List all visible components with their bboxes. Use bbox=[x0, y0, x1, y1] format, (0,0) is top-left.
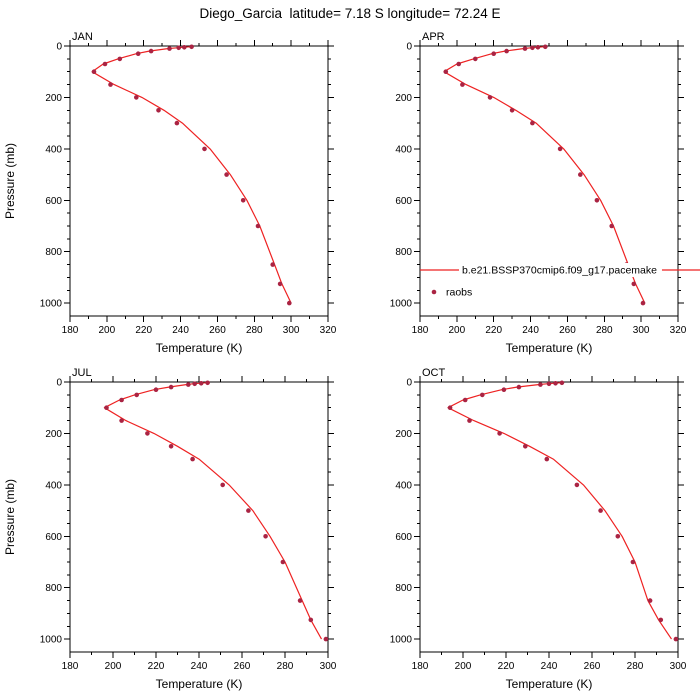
plot-frame bbox=[419, 381, 679, 653]
svg-text:300: 300 bbox=[320, 661, 337, 672]
svg-text:0: 0 bbox=[406, 378, 412, 389]
panel-title: JAN bbox=[72, 31, 93, 43]
legend-raobs-marker bbox=[431, 289, 437, 295]
svg-text:220: 220 bbox=[148, 661, 165, 672]
x-axis-label: Temperature (K) bbox=[156, 341, 243, 355]
svg-text:1000: 1000 bbox=[390, 635, 413, 646]
raobs-dots bbox=[104, 380, 329, 642]
svg-text:600: 600 bbox=[45, 196, 62, 207]
svg-text:200: 200 bbox=[45, 93, 62, 104]
svg-text:320: 320 bbox=[320, 325, 337, 336]
svg-text:400: 400 bbox=[395, 480, 412, 491]
legend-model-label: b.e21.BSSP370cmip6.f09_g17.pacemake bbox=[462, 265, 657, 277]
svg-text:400: 400 bbox=[45, 144, 62, 155]
svg-text:200: 200 bbox=[105, 661, 122, 672]
plot-frame bbox=[69, 45, 329, 317]
panels-grid: 180 200 220 240 260 280 300 320 0 200 400 600 800 100… bbox=[0, 26, 700, 698]
svg-text:220: 220 bbox=[498, 661, 515, 672]
x-axis-label: Temperature (K) bbox=[506, 341, 593, 355]
svg-text:200: 200 bbox=[99, 325, 116, 336]
svg-text:300: 300 bbox=[670, 661, 687, 672]
svg-text:0: 0 bbox=[56, 42, 62, 53]
svg-text:300: 300 bbox=[283, 325, 300, 336]
svg-text:300: 300 bbox=[633, 325, 650, 336]
x-tick-labels: 180 200 220 240 260 280 300 320 bbox=[62, 325, 337, 336]
svg-text:600: 600 bbox=[395, 196, 412, 207]
panel-title: OCT bbox=[422, 367, 446, 379]
svg-text:200: 200 bbox=[395, 93, 412, 104]
svg-text:240: 240 bbox=[522, 325, 539, 336]
model-line bbox=[103, 381, 323, 640]
svg-text:200: 200 bbox=[449, 325, 466, 336]
svg-text:240: 240 bbox=[191, 661, 208, 672]
y-tick-labels: 0 200 400 600 800 1000 bbox=[390, 42, 413, 310]
svg-text:280: 280 bbox=[627, 661, 644, 672]
svg-text:180: 180 bbox=[62, 661, 79, 672]
x-tick-labels: 180 200 220 240 260 280 300 bbox=[412, 661, 687, 672]
raobs-dots bbox=[447, 380, 679, 642]
model-line bbox=[447, 381, 672, 640]
svg-text:240: 240 bbox=[172, 325, 189, 336]
x-axis-label: Temperature (K) bbox=[506, 677, 593, 691]
svg-text:200: 200 bbox=[395, 429, 412, 440]
y-tick-labels: 0 200 400 600 800 1000 bbox=[40, 42, 63, 310]
svg-text:0: 0 bbox=[406, 42, 412, 53]
svg-text:280: 280 bbox=[596, 325, 613, 336]
axis-ticks bbox=[414, 376, 684, 658]
svg-text:800: 800 bbox=[45, 583, 62, 594]
svg-text:200: 200 bbox=[45, 429, 62, 440]
raobs-dots bbox=[91, 44, 292, 306]
x-axis-label: Temperature (K) bbox=[156, 677, 243, 691]
svg-text:1000: 1000 bbox=[390, 299, 413, 310]
svg-text:600: 600 bbox=[45, 532, 62, 543]
axis-ticks bbox=[414, 40, 684, 322]
svg-text:240: 240 bbox=[541, 661, 558, 672]
svg-text:800: 800 bbox=[395, 247, 412, 258]
svg-text:260: 260 bbox=[584, 661, 601, 672]
y-tick-labels: 0 200 400 600 800 1000 bbox=[390, 378, 413, 646]
panel-title: APR bbox=[422, 31, 445, 43]
axis-ticks bbox=[64, 376, 334, 658]
svg-text:400: 400 bbox=[395, 144, 412, 155]
svg-text:1000: 1000 bbox=[40, 299, 63, 310]
panel-jan-chart: 180 200 220 240 260 280 300 320 0 200 400 600 800 100… bbox=[3, 31, 337, 355]
svg-text:180: 180 bbox=[412, 325, 429, 336]
plot-frame bbox=[69, 381, 329, 653]
x-tick-labels: 180 200 220 240 260 280 300 bbox=[62, 661, 337, 672]
svg-text:180: 180 bbox=[412, 661, 429, 672]
x-tick-labels: 180 200 220 240 260 280 300 320 bbox=[412, 325, 687, 336]
svg-text:800: 800 bbox=[395, 583, 412, 594]
svg-text:400: 400 bbox=[45, 480, 62, 491]
svg-text:220: 220 bbox=[135, 325, 152, 336]
legend-label-backing bbox=[459, 263, 662, 277]
svg-text:600: 600 bbox=[395, 532, 412, 543]
svg-text:220: 220 bbox=[485, 325, 502, 336]
svg-text:280: 280 bbox=[246, 325, 263, 336]
svg-text:800: 800 bbox=[45, 247, 62, 258]
svg-text:1000: 1000 bbox=[40, 635, 63, 646]
panel-apr-chart: 180 200 220 240 260 280 300 320 0 200 400 600 800 100… bbox=[390, 31, 700, 355]
panel-oct-chart: 180 200 220 240 260 280 300 0 200 400 600 800 1000 OC… bbox=[390, 367, 687, 691]
y-tick-labels: 0 200 400 600 800 1000 bbox=[40, 378, 63, 646]
model-line bbox=[91, 45, 292, 304]
legend-raobs-label: raobs bbox=[446, 287, 472, 299]
svg-text:260: 260 bbox=[209, 325, 226, 336]
y-axis-label: Pressure (mb) bbox=[3, 143, 17, 219]
svg-text:320: 320 bbox=[670, 325, 687, 336]
svg-text:260: 260 bbox=[559, 325, 576, 336]
panel-jul-chart: 180 200 220 240 260 280 300 0 200 400 600 800 1000 JU… bbox=[3, 367, 337, 691]
panel-title: JUL bbox=[72, 367, 92, 379]
svg-text:280: 280 bbox=[277, 661, 294, 672]
axis-ticks bbox=[64, 40, 334, 322]
svg-text:180: 180 bbox=[62, 325, 79, 336]
svg-text:260: 260 bbox=[234, 661, 251, 672]
svg-text:200: 200 bbox=[455, 661, 472, 672]
svg-text:0: 0 bbox=[56, 378, 62, 389]
figure-title: Diego_Garcia latitude= 7.18 S longitude=… bbox=[199, 6, 501, 21]
y-axis-label: Pressure (mb) bbox=[3, 479, 17, 555]
